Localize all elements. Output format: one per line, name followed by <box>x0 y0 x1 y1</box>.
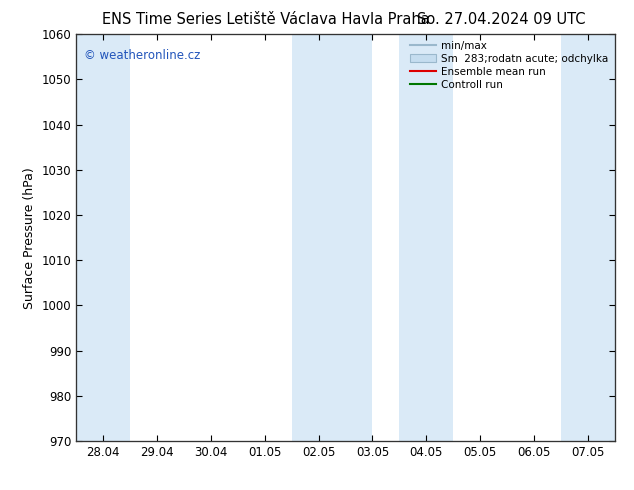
Bar <box>399 34 453 441</box>
Bar <box>292 34 373 441</box>
Legend: min/max, Sm  283;rodatn acute; odchylka, Ensemble mean run, Controll run: min/max, Sm 283;rodatn acute; odchylka, … <box>406 36 613 94</box>
Text: © weatheronline.cz: © weatheronline.cz <box>84 49 200 62</box>
Bar <box>561 34 615 441</box>
Text: So. 27.04.2024 09 UTC: So. 27.04.2024 09 UTC <box>417 12 585 27</box>
Text: ENS Time Series Letiště Václava Havla Praha: ENS Time Series Letiště Václava Havla Pr… <box>103 12 430 27</box>
Bar <box>76 34 130 441</box>
Y-axis label: Surface Pressure (hPa): Surface Pressure (hPa) <box>23 167 36 309</box>
